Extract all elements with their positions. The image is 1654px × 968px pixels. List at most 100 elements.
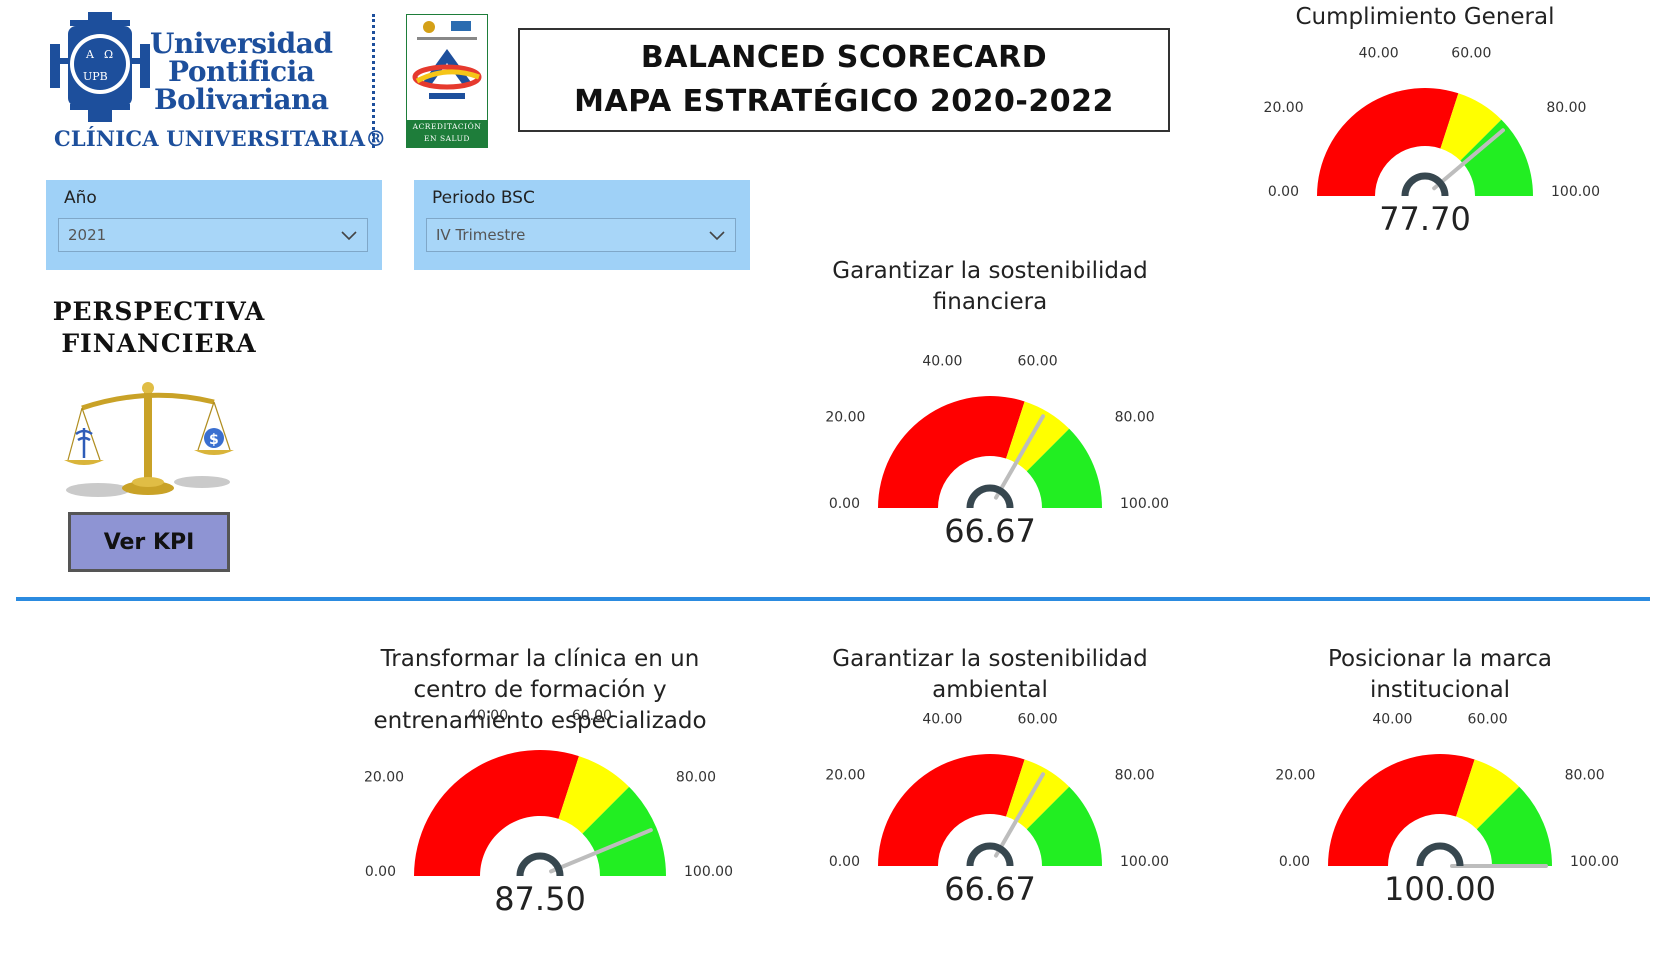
svg-text:Ω: Ω	[104, 48, 113, 61]
upb-name-line: Pontificia	[168, 55, 315, 88]
gauge-band	[558, 756, 630, 834]
gauge-tick-label: 20.00	[825, 767, 865, 783]
perspective-title-line: FINANCIERA	[61, 329, 257, 358]
gauge-tick-label: 100.00	[684, 864, 733, 880]
year-slicer: Año 2021	[46, 180, 382, 270]
section-divider	[16, 597, 1650, 601]
gauge-band	[414, 750, 579, 876]
gauge-tick-label: 80.00	[676, 769, 716, 785]
gauge-sostenibilidad-financiera: 0.00 20.00 40.00 60.00 80.00 100.00 66.67 Gara…	[790, 256, 1190, 556]
gauge-title: Transformar la clínica en un centro de f…	[340, 644, 740, 737]
gauge-hub	[966, 484, 1014, 509]
svg-text:A: A	[85, 48, 95, 61]
period-dropdown-value: IV Trimestre	[436, 226, 526, 244]
gauge-tick-label: 0.00	[829, 854, 860, 870]
gauge-value: 66.67	[944, 870, 1036, 908]
gauge-dial: 0.00 20.00 40.00 60.00 80.00 100.00 66.67	[825, 354, 1169, 550]
accreditation-caption-line: ACREDITACIÓN	[412, 122, 482, 131]
gauge-title-line: Garantizar la sostenibilidad	[832, 258, 1148, 284]
gauge-tick-label: 80.00	[1115, 409, 1155, 425]
gauge-value: 87.50	[494, 880, 586, 918]
gauge-title-line: ambiental	[932, 677, 1048, 703]
gauge-tick-label: 20.00	[1264, 100, 1304, 116]
gauge-tick-label: 40.00	[922, 354, 962, 370]
upb-name-line: Universidad	[150, 27, 333, 60]
gauge-tick-label: 20.00	[1275, 767, 1315, 783]
accreditation-logo: ACREDITACIÓN EN SALUD	[406, 14, 488, 148]
gauge-band	[878, 754, 1025, 866]
gauge-title-line: Garantizar la sostenibilidad	[832, 646, 1148, 672]
gauge-title: Garantizar la sostenibilidad financiera	[790, 256, 1190, 318]
gauge-tick-label: 40.00	[1372, 712, 1412, 728]
gauge-title-line: entrenamiento especializado	[373, 708, 707, 734]
gauge-tick-label: 0.00	[829, 496, 860, 512]
gauge-marca: 0.00 20.00 40.00 60.00 80.00 100.00 100.00 Pos…	[1240, 644, 1640, 968]
gauge-title-line: institucional	[1369, 677, 1511, 703]
gauge-band	[1456, 759, 1520, 830]
gauge-title: Posicionar la marca institucional	[1240, 644, 1640, 706]
gauge-value: 66.67	[944, 512, 1036, 550]
gauge-tick-label: 40.00	[468, 708, 508, 724]
gauge-tick-label: 80.00	[1546, 100, 1586, 116]
gauge-band	[1026, 428, 1102, 508]
gauge-title-line: Transformar la clínica en un	[380, 646, 700, 672]
chevron-down-icon	[709, 231, 725, 241]
gauge-hub	[1401, 172, 1449, 197]
gauge-formacion: 0.00 20.00 40.00 60.00 80.00 100.00 87.50 Tran…	[340, 644, 740, 968]
gauge-dial: 0.00 20.00 40.00 60.00 80.00 100.00 100.00	[1275, 712, 1619, 908]
gauge-title-line: financiera	[932, 289, 1048, 315]
gauge-title-line: Cumplimiento General	[1295, 4, 1555, 30]
gauge-hub	[1416, 842, 1464, 867]
gauge-tick-label: 0.00	[365, 864, 396, 880]
chevron-down-icon	[341, 231, 357, 241]
gauge-value: 100.00	[1384, 870, 1496, 908]
upb-subtitle: CLÍNICA UNIVERSITARIA®	[54, 126, 387, 151]
gauge-tick-label: 100.00	[1120, 854, 1169, 870]
gauge-needle	[1432, 128, 1505, 191]
year-dropdown-value: 2021	[68, 226, 107, 244]
gauge-title: Garantizar la sostenibilidad ambiental	[790, 644, 1190, 706]
gauge-tick-label: 100.00	[1570, 854, 1619, 870]
perspective-title-line: PERSPECTIVA	[52, 297, 266, 326]
period-dropdown[interactable]: IV Trimestre	[426, 218, 736, 252]
gauge-needle	[549, 828, 653, 874]
gauge-band	[1460, 119, 1533, 196]
gauge-band	[1328, 754, 1475, 866]
view-kpi-button[interactable]: Ver KPI	[68, 512, 230, 572]
gauge-tick-label: 0.00	[1268, 184, 1299, 200]
report-title: BALANCED SCORECARD MAPA ESTRATÉGICO 2020…	[518, 28, 1170, 132]
accreditation-caption: ACREDITACIÓN EN SALUD	[407, 120, 487, 147]
gauge-hub	[966, 842, 1014, 867]
upb-name-line: Bolivariana	[153, 83, 329, 116]
period-slicer-label: Periodo BSC	[432, 188, 535, 208]
gauge-hub	[516, 852, 564, 877]
gauge-band	[1317, 87, 1459, 196]
upb-name: Universidad Pontificia Bolivariana	[150, 27, 333, 116]
gauge-tick-label: 100.00	[1120, 496, 1169, 512]
gauge-title-line: Posicionar la marca	[1327, 646, 1553, 672]
gauge-needle	[994, 772, 1046, 858]
gauge-title-line: centro de formación y	[413, 677, 667, 703]
gauge-tick-label: 20.00	[364, 769, 404, 785]
gauge-tick-label: 40.00	[1359, 45, 1399, 61]
gauge-dial: 0.00 20.00 40.00 60.00 80.00 100.00 87.50	[364, 708, 733, 918]
upb-shield-icon: A Ω UPB	[50, 12, 150, 122]
gauge-dial: 0.00 20.00 40.00 60.00 80.00 100.00 77.70	[1264, 45, 1600, 238]
perspective-title: PERSPECTIVA FINANCIERA	[44, 296, 274, 360]
gauge-tick-label: 0.00	[1279, 854, 1310, 870]
upb-logo: A Ω UPB Universidad Pontificia Bolivaria…	[50, 12, 386, 152]
gauge-tick-label: 20.00	[825, 409, 865, 425]
svg-text:UPB: UPB	[83, 70, 108, 83]
svg-text:$: $	[209, 432, 219, 448]
year-slicer-label: Año	[64, 188, 97, 208]
year-dropdown[interactable]: 2021	[58, 218, 368, 252]
gauge-band	[1026, 786, 1102, 866]
gauge-value: 77.70	[1379, 200, 1471, 238]
gauge-dial: 0.00 20.00 40.00 60.00 80.00 100.00 66.67	[825, 712, 1169, 908]
report-title-line: MAPA ESTRATÉGICO 2020-2022	[574, 84, 1114, 119]
gauge-needle	[994, 414, 1046, 500]
accreditation-emblem-icon	[412, 21, 482, 99]
gauge-sostenibilidad-ambiental: 0.00 20.00 40.00 60.00 80.00 100.00 66.67 Gara…	[790, 644, 1190, 968]
gauge-band	[1440, 93, 1502, 161]
gauge-tick-label: 60.00	[1018, 354, 1058, 370]
